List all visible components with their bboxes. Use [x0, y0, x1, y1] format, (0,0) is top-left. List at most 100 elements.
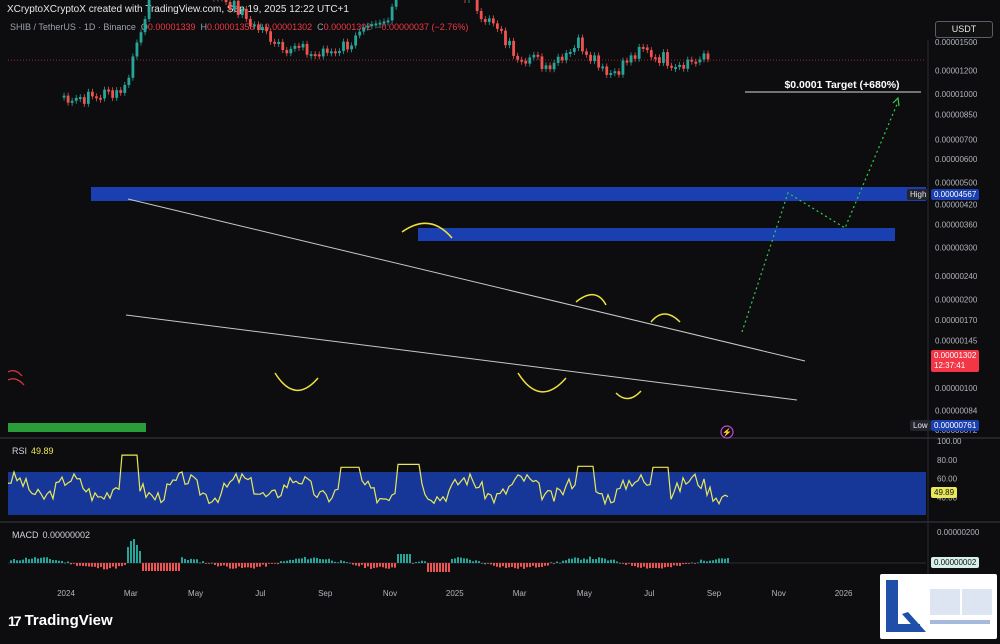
- candle: [107, 90, 110, 92]
- rsi-value-tag: 49.89: [931, 487, 957, 498]
- macd-bar: [613, 560, 615, 563]
- macd-bar: [166, 563, 168, 571]
- macd-bar: [25, 558, 27, 563]
- candle: [338, 51, 341, 53]
- candle: [476, 0, 479, 11]
- macd-bar: [412, 563, 414, 564]
- candle: [480, 11, 483, 19]
- rsi-title: RSI: [12, 446, 27, 456]
- macd-bar: [520, 563, 522, 567]
- watermark-graphic: [880, 574, 997, 639]
- macd-bar: [49, 559, 51, 563]
- tradingview-logo[interactable]: 17 TradingView: [8, 612, 113, 629]
- macd-bar: [598, 557, 600, 563]
- candle: [63, 96, 66, 98]
- candle: [334, 51, 337, 53]
- macd-bar: [289, 560, 291, 563]
- macd-bar: [517, 563, 519, 569]
- candle: [375, 23, 378, 25]
- price-tick-label: 0.00000600: [935, 155, 978, 164]
- macd-bar: [679, 563, 681, 566]
- macd-bar: [709, 561, 711, 563]
- macd-bar: [97, 563, 99, 568]
- macd-bar: [436, 563, 438, 572]
- date-tick-label: Mar: [513, 589, 527, 598]
- swing-low-mark: [616, 391, 641, 399]
- macd-bar: [277, 563, 279, 564]
- price-tick-label: 0.00000360: [935, 220, 978, 229]
- macd-bar: [304, 557, 306, 563]
- candle: [662, 52, 665, 63]
- macd-bar: [208, 563, 210, 564]
- candle: [103, 90, 106, 99]
- candle: [395, 0, 398, 7]
- macd-bar: [724, 559, 726, 563]
- candle: [119, 90, 122, 93]
- candle: [136, 43, 139, 57]
- price-tick-label: 0.00000700: [935, 135, 978, 144]
- macd-bar: [616, 561, 618, 563]
- macd-bar: [499, 563, 501, 567]
- candle: [277, 42, 280, 44]
- date-tick-label: Mar: [124, 589, 138, 598]
- macd-bar: [682, 563, 684, 564]
- macd-bar: [184, 559, 186, 563]
- macd-bar: [244, 563, 246, 567]
- macd-bar: [85, 563, 87, 566]
- candle: [111, 90, 114, 98]
- macd-bar: [70, 563, 72, 564]
- macd-bar: [211, 563, 213, 564]
- macd-bar: [655, 563, 657, 568]
- macd-bar: [103, 563, 105, 569]
- macd-bar: [88, 563, 90, 567]
- macd-bar: [253, 563, 255, 569]
- macd-bar: [712, 560, 714, 563]
- macd-bar: [55, 560, 57, 563]
- macd-bar: [67, 562, 69, 563]
- macd-bar: [235, 563, 237, 568]
- candle: [99, 98, 102, 100]
- macd-bar: [664, 563, 666, 567]
- candle: [573, 48, 576, 52]
- macd-bar: [145, 563, 147, 571]
- candle: [265, 27, 268, 31]
- macd-bar: [595, 559, 597, 563]
- macd-bar: [493, 563, 495, 566]
- macd-bar: [496, 563, 498, 567]
- macd-bar: [223, 563, 225, 565]
- macd-bar: [382, 563, 384, 567]
- macd-bar: [541, 563, 543, 567]
- candle: [703, 53, 706, 59]
- macd-bar: [115, 563, 117, 569]
- macd-bar: [247, 563, 249, 567]
- macd-bar: [583, 558, 585, 563]
- price-tick-label: 0.00000850: [935, 111, 978, 120]
- macd-bar: [139, 551, 141, 563]
- macd-bar: [442, 563, 444, 572]
- macd-bar: [445, 563, 447, 572]
- macd-bar: [187, 560, 189, 563]
- date-tick-label: 2024: [57, 589, 75, 598]
- macd-bar: [313, 558, 315, 563]
- macd-bar: [481, 563, 483, 564]
- macd-bar: [589, 557, 591, 563]
- candle: [545, 65, 548, 69]
- macd-bar: [154, 563, 156, 571]
- candle: [330, 51, 333, 53]
- candle: [569, 52, 572, 54]
- candle: [674, 67, 677, 69]
- macd-bar: [124, 563, 126, 565]
- candle: [686, 60, 689, 69]
- date-tick-label: 2025: [446, 589, 464, 598]
- macd-bar: [301, 558, 303, 563]
- macd-bar: [349, 563, 351, 564]
- swing-high-mark: [576, 295, 606, 305]
- macd-bar: [10, 560, 12, 563]
- macd-bar: [697, 562, 699, 563]
- macd-bar: [319, 559, 321, 563]
- candle: [115, 90, 118, 98]
- candle: [294, 46, 297, 49]
- price-tick-label: 0.00001000: [935, 90, 978, 99]
